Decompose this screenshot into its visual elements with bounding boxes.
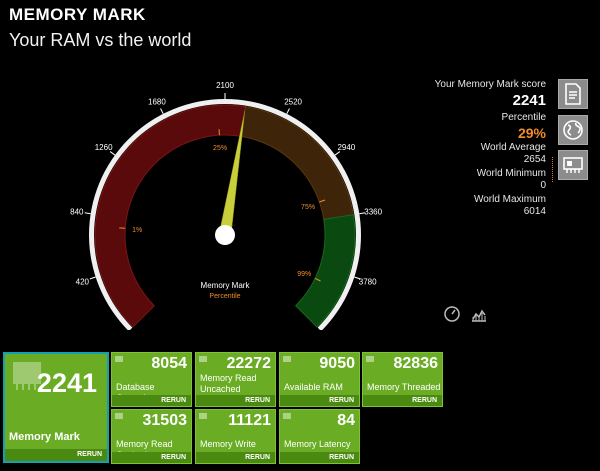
gauge-icon[interactable] [443,305,461,323]
page-title: MEMORY MARK [9,5,146,24]
tile-value: 22272 [226,355,272,372]
gauge-tick-label: 2940 [337,143,355,152]
tile-label: Memory Write [200,439,256,449]
gauge-tick-label: 1680 [148,97,166,106]
score-value: 2241 [512,92,546,109]
world-minimum-label: World Minimum [476,168,546,179]
tile-value: 31503 [142,412,188,429]
gauge-tick-label: 2520 [284,97,302,106]
percentile-marker-label: 1% [132,227,142,234]
gauge-tick-840 [84,212,91,215]
tile-available-ram[interactable]: 9050 Available RAM RERUN [279,352,360,407]
rerun-button[interactable]: RERUN [112,395,191,406]
percentile-value: 29% [517,125,546,141]
gauge-tick-3360 [359,212,366,215]
gauge-tick-2520 [286,108,290,115]
gauge-zone-2 [295,214,356,328]
memory-mark-tile[interactable]: 2241 Memory Mark RERUN [3,352,109,463]
hardware-button[interactable] [558,150,588,180]
score-label: Your Memory Mark score [434,79,546,90]
memory-chip-icon [13,362,41,390]
chip-icon [283,413,291,419]
percentile-marker-label: 99% [297,271,311,278]
rerun-button[interactable]: RERUN [196,395,275,406]
chart-icon[interactable] [470,305,488,323]
chip-icon [115,413,123,419]
gauge-center-sublabel: Percentile [209,293,240,300]
chip-icon [115,356,123,362]
score-stats: Your Memory Mark score 2241 Percentile 2… [346,78,553,218]
tile-memory-threaded[interactable]: 82836 Memory Threaded RERUN [362,352,443,407]
world-average-label: World Average [480,142,546,153]
memory-mark-label: Memory Mark [9,431,80,443]
globe-icon [563,120,583,140]
gauge-tick-label: 2100 [216,81,234,90]
document-icon [565,83,581,105]
gauge-center-label: Memory Mark [201,281,251,290]
gauge-tick-label: 3780 [359,277,377,286]
percentile-marker-label: 25% [213,145,227,152]
gauge-tick-420 [89,276,96,280]
gauge-tick-label: 3360 [364,208,382,217]
gauge-tick-3780 [354,276,361,280]
tile-memory-write[interactable]: 11121 Memory Write RERUN [195,409,276,464]
tile-label: Available RAM [284,382,343,392]
tile-value: 8054 [151,355,187,372]
tile-label: Memory Read Uncached [200,373,257,394]
chip-icon [366,356,374,362]
chip-icon [199,413,207,419]
hardware-card-icon [563,157,583,173]
world-maximum-label: World Maximum [473,194,546,205]
chip-icon [283,356,291,362]
dotted-divider [552,157,554,182]
rerun-button[interactable]: RERUN [196,452,275,463]
tile-memory-read-uncached[interactable]: 22272 Memory Read Uncached RERUN [195,352,276,407]
tile-memory-latency[interactable]: 84 Memory Latency RERUN [279,409,360,464]
gauge-tick-label: 1260 [95,143,113,152]
memory-mark-rerun-button[interactable]: RERUN [5,449,107,461]
rerun-button[interactable]: RERUN [280,452,359,463]
world-compare-button[interactable] [558,115,588,145]
gauge-tick-2940 [334,151,341,156]
world-minimum-value: 0 [540,180,546,191]
memory-mark-value: 2241 [36,368,97,398]
tile-value: 11121 [228,412,271,429]
percentile-marker-label: 75% [301,204,315,211]
percentile-marker-tick [314,277,321,282]
tile-value: 82836 [393,355,439,372]
rerun-button[interactable]: RERUN [280,395,359,406]
gauge-tick-1680 [160,108,164,115]
memory-mark-gauge: 0420840126016802100252029403360378042001… [70,81,383,330]
tile-label: Memory Latency [284,439,351,449]
page-subtitle: Your RAM vs the world [9,30,192,50]
tile-value: 84 [337,412,355,429]
document-button[interactable] [558,79,588,109]
tile-label: Memory Threaded [367,382,441,392]
rerun-button[interactable]: RERUN [112,452,191,463]
tile-memory-read-cached[interactable]: 31503 Memory Read Cached RERUN [111,409,192,464]
gauge-tick-label: 420 [76,277,90,286]
gauge-tick-label: 840 [70,208,84,217]
world-maximum-value: 6014 [523,206,546,217]
tile-database-operations[interactable]: 8054 Database Operations RERUN [111,352,192,407]
percentile-label: Percentile [501,112,546,123]
percentile-marker-tick [319,199,326,203]
world-average-value: 2654 [523,154,546,165]
gauge-tick-1260 [109,151,116,156]
tile-value: 9050 [319,355,355,372]
chip-icon [199,356,207,362]
gauge-needle-hub [215,225,235,245]
rerun-button[interactable]: RERUN [363,395,442,406]
